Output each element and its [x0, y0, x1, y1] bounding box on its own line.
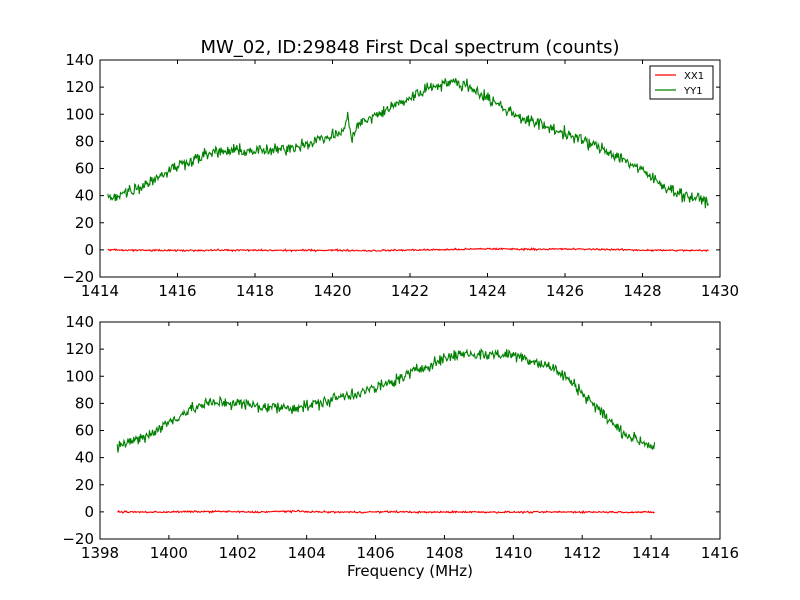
x-tick-label: 1422 — [391, 282, 429, 300]
x-tick-label: 1408 — [425, 544, 463, 562]
y-tick-label: 40 — [75, 187, 94, 205]
y-tick-label: 80 — [75, 132, 94, 150]
x-tick-label: 1400 — [150, 544, 188, 562]
y-tick-label: 120 — [65, 340, 94, 358]
x-tick-label: 1428 — [623, 282, 661, 300]
top-panel: 1414 1416 1418 1420 1422 1424 1426 1428 1430 −20 0… — [62, 51, 739, 300]
x-axis-label: Frequency (MHz) — [347, 562, 473, 580]
x-tick-label: 1424 — [468, 282, 506, 300]
x-tick-label: 1406 — [356, 544, 394, 562]
x-tick-label: 1398 — [81, 544, 119, 562]
y-tick-label: 140 — [65, 51, 94, 69]
y-tick-label: 20 — [75, 214, 94, 232]
y-tick-label: 60 — [75, 160, 94, 178]
bottom-panel: 1398 1400 1402 1404 1406 1408 1410 1412 1414 1416… — [62, 313, 739, 562]
y-tick-label: 100 — [65, 105, 94, 123]
y-tick-label: −20 — [62, 530, 94, 548]
series-line-xx1 — [117, 509, 655, 515]
y-tick-label: 100 — [65, 367, 94, 385]
x-tick-label: 1402 — [219, 544, 257, 562]
x-tick-label: 1404 — [288, 544, 326, 562]
y-tick-label: 0 — [84, 503, 94, 521]
series-line-xx1 — [107, 246, 709, 253]
x-tick-label: 1412 — [563, 544, 601, 562]
y-tick-label: 20 — [75, 476, 94, 494]
x-tick-label: 1416 — [158, 282, 196, 300]
x-tick-label: 1414 — [632, 544, 670, 562]
y-tick-label: 60 — [75, 422, 94, 440]
series-line-yy1 — [116, 347, 656, 453]
chart-title: MW_02, ID:29848 First Dcal spectrum (cou… — [200, 37, 619, 58]
x-tick-label: 1410 — [494, 544, 532, 562]
x-tick-label: 1414 — [81, 282, 119, 300]
x-tick-label: 1418 — [236, 282, 274, 300]
legend-label-yy1: YY1 — [683, 86, 703, 97]
y-tick-label: −20 — [62, 268, 94, 286]
x-tick-label: 1416 — [701, 544, 739, 562]
y-tick-label: 80 — [75, 394, 94, 412]
y-tick-label: 0 — [84, 241, 94, 259]
x-tick-label: 1426 — [546, 282, 584, 300]
y-tick-label: 140 — [65, 313, 94, 331]
series-line-yy1 — [107, 78, 709, 209]
x-tick-label: 1420 — [313, 282, 351, 300]
legend-label-xx1: XX1 — [684, 71, 704, 82]
legend-box — [649, 65, 714, 100]
y-tick-label: 40 — [75, 449, 94, 467]
x-tick-label: 1430 — [701, 282, 739, 300]
y-tick-label: 120 — [65, 78, 94, 96]
